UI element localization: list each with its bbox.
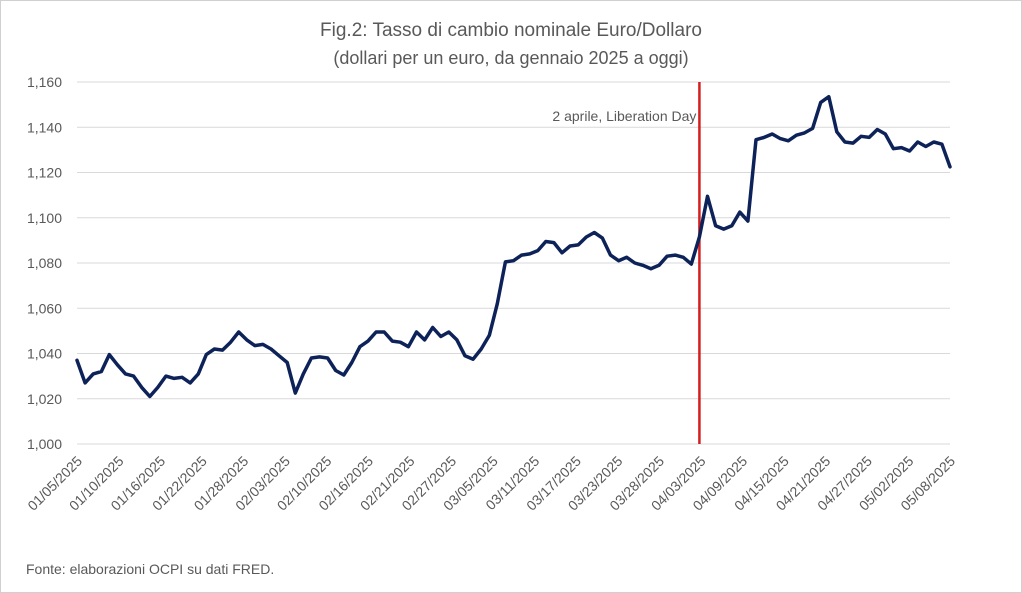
y-tick-label: 1,120 [27,165,62,181]
y-axis-ticks: 1,000 1,020 1,040 1,060 1,080 1,100 1,120 1,140… [27,74,62,452]
annotation-label: 2 aprile, Liberation Day [552,108,696,124]
y-tick-label: 1,140 [27,119,62,135]
y-tick-label: 1,020 [27,391,62,407]
y-tick-label: 1,080 [27,255,62,271]
x-axis-ticks: 01/05/202501/10/202501/16/202501/22/2025… [24,453,958,514]
chart-subtitle: (dollari per un euro, da gennaio 2025 a … [333,48,689,68]
y-tick-label: 1,060 [27,300,62,316]
series-layer [75,94,952,399]
source-note: Fonte: elaborazioni OCPI su dati FRED. [26,561,275,577]
y-tick-label: 1,040 [27,346,62,362]
y-tick-label: 1,160 [27,74,62,90]
annotation-layer: 2 aprile, Liberation Day [552,82,701,444]
eur-usd-line [75,94,952,399]
gridlines [77,81,950,445]
y-tick-label: 1,000 [27,436,62,452]
chart-title: Fig.2: Tasso di cambio nominale Euro/Dol… [320,20,702,41]
y-tick-label: 1,100 [27,210,62,226]
